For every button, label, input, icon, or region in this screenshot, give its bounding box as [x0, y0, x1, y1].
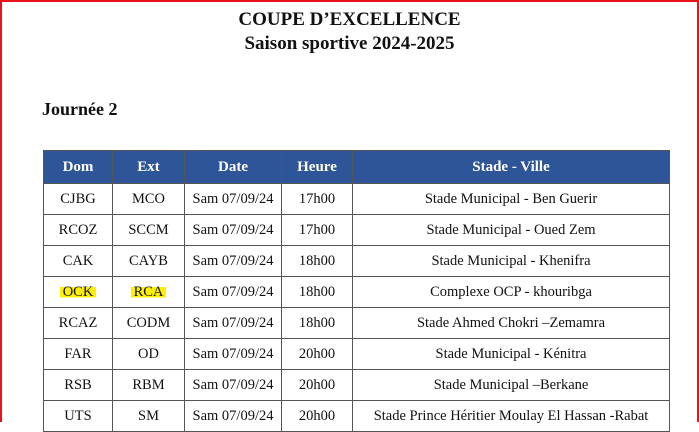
table-cell: Stade Prince Héritier Moulay El Hassan -…: [352, 400, 670, 432]
table-cell: SCCM: [112, 214, 185, 246]
table-cell: Sam 07/09/24: [184, 183, 282, 215]
column-header: Date: [184, 150, 282, 184]
table-cell: Sam 07/09/24: [184, 214, 282, 246]
highlighted-team: OCK: [59, 283, 97, 300]
table-cell: CJBG: [43, 183, 113, 215]
table-cell: UTS: [43, 400, 113, 432]
column-header: Stade - Ville: [352, 150, 670, 184]
table-cell: Stade Municipal - Kénitra: [352, 338, 670, 370]
section-heading: Journée 2: [42, 99, 118, 119]
table-row: CAK CAYB Sam 07/09/24 18h00 Stade Municipal …: [43, 245, 670, 277]
table-cell: RCAZ: [43, 307, 113, 339]
table-cell: Sam 07/09/24: [184, 338, 282, 370]
table-row: RCAZ CODM Sam 07/09/24 18h00 Stade Ahmed Cho…: [43, 307, 670, 339]
column-header: Dom: [43, 150, 113, 184]
table-cell: 20h00: [281, 369, 353, 401]
table-cell: CODM: [112, 307, 185, 339]
table-cell: 18h00: [281, 245, 353, 277]
table-cell: Stade Municipal –Berkane: [352, 369, 670, 401]
document-title: COUPE D’EXCELLENCE: [238, 9, 461, 30]
table-cell: Complexe OCP - khouribga: [352, 276, 670, 308]
table-row: CJBG MCO Sam 07/09/24 17h00 Stade Municipal …: [43, 183, 670, 215]
table-row: RSB RBM Sam 07/09/24 20h00 Stade Municipal –…: [43, 369, 670, 401]
table-row: UTS SM Sam 07/09/24 20h00 Stade Prince Hérit…: [43, 400, 670, 432]
table-cell: CAK: [43, 245, 113, 277]
table-cell: Sam 07/09/24: [184, 369, 282, 401]
table-cell: Stade Municipal - Oued Zem: [352, 214, 670, 246]
highlighted-team: RCA: [130, 283, 167, 300]
table-cell: RBM: [112, 369, 185, 401]
table-cell: 18h00: [281, 307, 353, 339]
table-cell: Sam 07/09/24: [184, 400, 282, 432]
table-cell: Stade Municipal - Ben Guerir: [352, 183, 670, 215]
column-header: Ext: [112, 150, 185, 184]
table-cell: Sam 07/09/24: [184, 245, 282, 277]
table-cell: FAR: [43, 338, 113, 370]
table-cell: 17h00: [281, 214, 353, 246]
table-cell: Stade Ahmed Chokri –Zemamra: [352, 307, 670, 339]
table-row: RCOZ SCCM Sam 07/09/24 17h00 Stade Municipal…: [43, 214, 670, 246]
table-cell: RSB: [43, 369, 113, 401]
document-subtitle: Saison sportive 2024-2025: [244, 33, 455, 54]
table-cell: 17h00: [281, 183, 353, 215]
table-cell: OD: [112, 338, 185, 370]
table-cell: CAYB: [112, 245, 185, 277]
fixtures-table: Dom Ext Date Heure Stade - Ville CJBG MCO Sam …: [43, 150, 670, 432]
table-cell: 18h00: [281, 276, 353, 308]
column-header: Heure: [281, 150, 353, 184]
table-cell: OCK: [43, 276, 113, 308]
table-cell: Stade Municipal - Khenifra: [352, 245, 670, 277]
table-cell: MCO: [112, 183, 185, 215]
table-cell: RCA: [112, 276, 185, 308]
table-cell: Sam 07/09/24: [184, 276, 282, 308]
table-cell: 20h00: [281, 338, 353, 370]
table-row: FAR OD Sam 07/09/24 20h00 Stade Municipal - …: [43, 338, 670, 370]
table-cell: RCOZ: [43, 214, 113, 246]
table-cell: Sam 07/09/24: [184, 307, 282, 339]
table-row: OCK RCA Sam 07/09/24 18h00 Complexe OCP - kh…: [43, 276, 670, 308]
table-cell: SM: [112, 400, 185, 432]
image-border: [0, 0, 699, 422]
table-cell: 20h00: [281, 400, 353, 432]
